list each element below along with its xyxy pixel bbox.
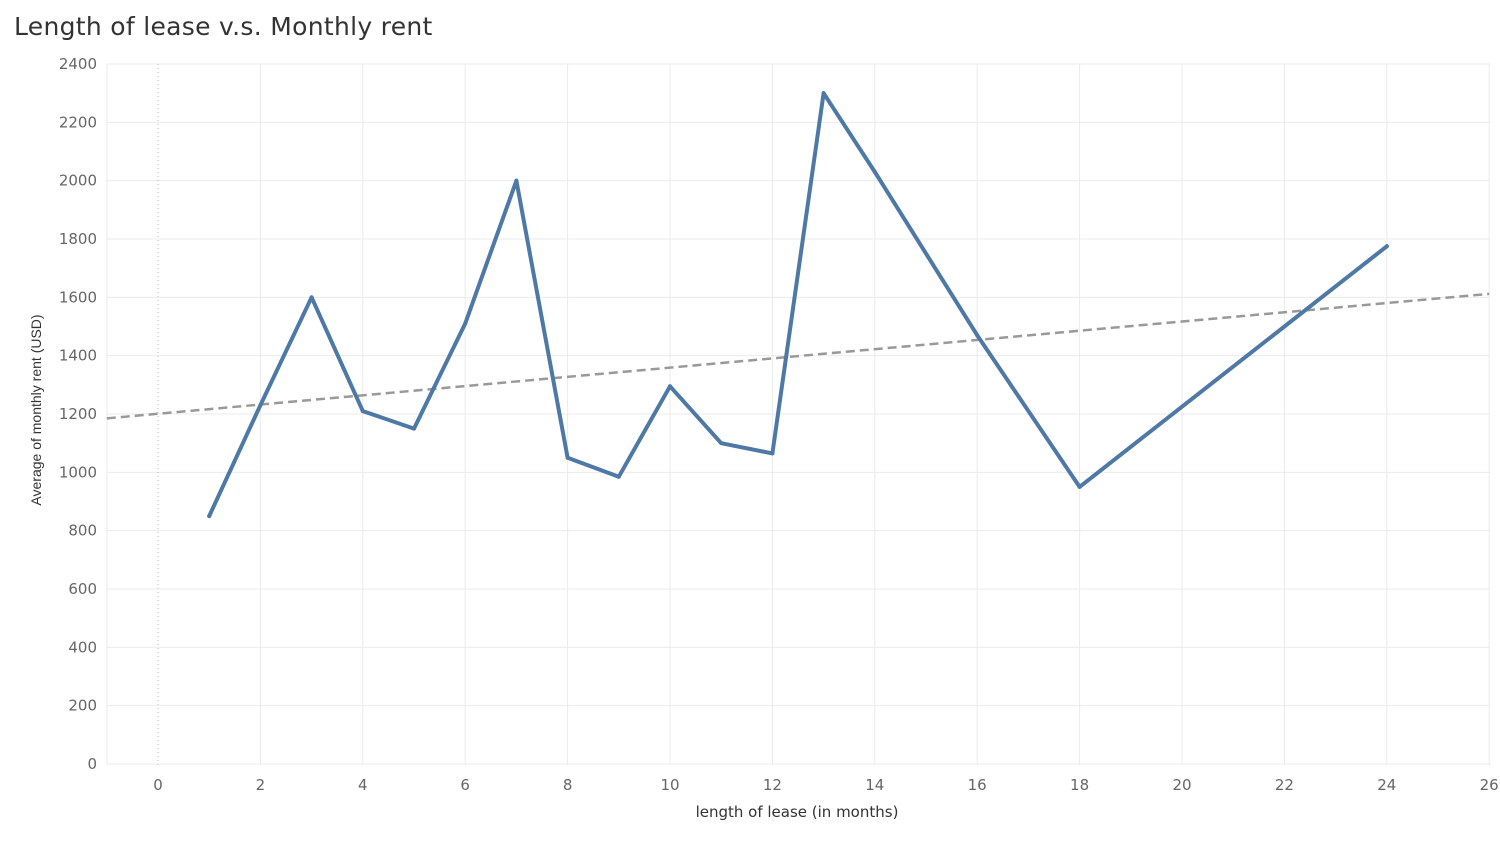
data-point bbox=[719, 441, 724, 446]
data-point bbox=[309, 295, 314, 300]
y-tick-label: 1600 bbox=[59, 288, 97, 306]
x-tick-label: 26 bbox=[1480, 776, 1499, 794]
y-tick-label: 1800 bbox=[59, 230, 97, 248]
data-point bbox=[1077, 484, 1082, 489]
x-tick-label: 8 bbox=[563, 776, 573, 794]
series-group bbox=[207, 91, 1389, 519]
y-tick-label: 1000 bbox=[59, 463, 97, 481]
x-tick-label: 18 bbox=[1070, 776, 1089, 794]
x-tick-label: 4 bbox=[358, 776, 368, 794]
data-point bbox=[616, 474, 621, 479]
data-point bbox=[821, 91, 826, 96]
tick-labels: 0200400600800100012001400160018002000220… bbox=[59, 55, 1499, 794]
data-point bbox=[463, 321, 468, 326]
data-point bbox=[412, 426, 416, 431]
data-point bbox=[207, 514, 212, 519]
x-tick-label: 24 bbox=[1377, 776, 1396, 794]
data-point bbox=[975, 333, 980, 338]
x-tick-label: 22 bbox=[1275, 776, 1294, 794]
data-point bbox=[770, 451, 775, 456]
x-tick-label: 16 bbox=[968, 776, 987, 794]
x-tick-label: 12 bbox=[763, 776, 782, 794]
y-tick-label: 1200 bbox=[59, 405, 97, 423]
chart-title: Length of lease v.s. Monthly rent bbox=[14, 12, 433, 41]
y-tick-label: 0 bbox=[87, 755, 97, 773]
data-point bbox=[514, 178, 519, 183]
x-tick-label: 2 bbox=[256, 776, 266, 794]
y-tick-label: 2400 bbox=[59, 55, 97, 73]
trend-line-group bbox=[106, 292, 1490, 420]
x-tick-label: 6 bbox=[460, 776, 470, 794]
y-tick-label: 1400 bbox=[59, 347, 97, 365]
trend-line bbox=[106, 292, 1490, 420]
data-point bbox=[360, 409, 365, 414]
y-tick-label: 800 bbox=[68, 522, 97, 540]
x-tick-label: 10 bbox=[660, 776, 679, 794]
grid bbox=[106, 63, 1490, 765]
x-tick-label: 20 bbox=[1172, 776, 1191, 794]
data-point bbox=[668, 384, 672, 389]
data-point bbox=[258, 403, 263, 408]
y-tick-label: 2000 bbox=[59, 172, 97, 190]
x-tick-label: 14 bbox=[865, 776, 884, 794]
y-tick-label: 200 bbox=[68, 697, 97, 715]
x-tick-label: 0 bbox=[153, 776, 163, 794]
y-tick-label: 2200 bbox=[59, 113, 97, 131]
data-point bbox=[565, 455, 570, 460]
y-tick-label: 400 bbox=[68, 638, 97, 656]
data-point bbox=[1384, 244, 1389, 249]
data-point bbox=[872, 169, 877, 174]
x-axis-label: length of lease (in months) bbox=[695, 803, 899, 821]
series-line bbox=[207, 91, 1389, 519]
y-tick-label: 600 bbox=[68, 580, 97, 598]
